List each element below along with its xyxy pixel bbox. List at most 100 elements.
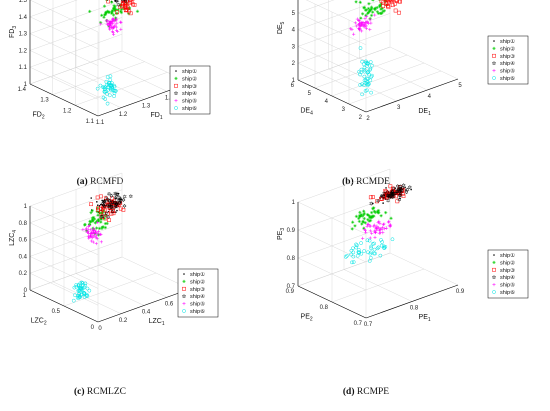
x-tick-label: 1.2: [119, 112, 128, 118]
grid-line: [64, 273, 156, 306]
data-point: [86, 287, 89, 290]
legend-label: ship②: [500, 259, 515, 266]
y-tick-label: 0.7: [354, 321, 363, 327]
y-axis-label: DE4: [300, 107, 313, 116]
data-point: [358, 19, 361, 22]
y-tick-label: 1.2: [63, 108, 72, 114]
legend-label: ship④: [500, 274, 515, 281]
grid-line: [298, 30, 390, 63]
data-point: [112, 95, 115, 98]
data-point: [385, 187, 387, 189]
data-point: [119, 20, 122, 23]
x-tick-label: 2: [366, 116, 370, 122]
x-tick-label: 0.4: [142, 310, 151, 316]
z-tick-label: 1.4: [19, 15, 28, 21]
data-point: [136, 10, 139, 13]
data-point: [361, 237, 364, 240]
data-point: [112, 33, 115, 36]
y-tick-label: 1.3: [40, 98, 49, 104]
data-point: [353, 224, 356, 227]
legend-label: ship②: [500, 45, 515, 52]
legend-label: ship⑥: [190, 308, 205, 315]
z-tick-label: 0.8: [19, 221, 28, 227]
y-axis-label: PE2: [301, 313, 313, 322]
data-point: [493, 40, 495, 42]
x-tick-label: 3: [397, 105, 401, 111]
data-point: [370, 14, 373, 17]
panel-caption: (d) RCMPE: [343, 386, 389, 397]
x-axis-label: PE1: [419, 314, 431, 323]
data-point: [368, 259, 371, 262]
data-point: [354, 21, 357, 24]
data-point: [374, 231, 377, 234]
data-point: [111, 30, 114, 33]
data-point: [379, 254, 382, 257]
data-point: [366, 239, 369, 242]
data-point: [110, 1, 113, 4]
z-tick-label: 1.3: [19, 32, 28, 38]
data-point: [115, 22, 118, 25]
data-point: [183, 273, 185, 275]
data-point: [354, 0, 357, 3]
data-point: [106, 102, 109, 105]
z-tick-label: 0.8: [287, 256, 296, 262]
data-point: [100, 14, 103, 17]
data-point: [90, 197, 92, 199]
z-tick-label: 1.5: [19, 0, 28, 4]
data-point: [359, 17, 362, 20]
data-point: [115, 12, 118, 15]
z-tick-label: 0.9: [287, 228, 296, 234]
series-6: [344, 238, 394, 264]
legend-label: ship③: [500, 53, 515, 60]
legend-label: ship①: [500, 252, 515, 259]
grid-line: [298, 47, 390, 80]
data-point: [129, 194, 132, 198]
y-tick-label: 1.1: [86, 119, 95, 125]
data-point: [363, 17, 366, 20]
legend-label: ship①: [182, 68, 197, 75]
x-tick-label: 5: [458, 83, 462, 89]
data-point: [358, 220, 361, 223]
data-point: [116, 210, 118, 212]
x-axis-label: DE1: [418, 108, 431, 117]
data-point: [96, 87, 99, 90]
legend-label: ship③: [500, 267, 515, 274]
grid-line: [298, 0, 390, 30]
data-point: [108, 27, 111, 30]
legend-label: ship④: [190, 293, 205, 300]
z-tick-label: 0.4: [19, 254, 28, 260]
data-point: [351, 221, 354, 224]
data-point: [111, 31, 114, 34]
x-tick-label: 0.9: [456, 289, 465, 295]
z-tick-label: 1.2: [19, 48, 28, 54]
z-axis-label: DE5: [277, 21, 286, 34]
data-point: [365, 8, 368, 11]
data-point: [95, 226, 98, 229]
data-point: [363, 249, 366, 252]
data-point: [81, 228, 84, 231]
data-point: [379, 12, 382, 15]
z-tick-label: 3: [292, 44, 296, 50]
data-point: [370, 6, 373, 9]
data-point: [96, 201, 98, 203]
chart-panel-c: 00.20.40.60.800.5100.20.40.60.81LZC1LZC2…: [9, 173, 218, 397]
y-tick-label: 3: [342, 107, 346, 113]
data-point: [398, 0, 401, 3]
x-tick-label: 0: [98, 326, 102, 332]
legend-label: ship⑥: [500, 289, 515, 296]
data-point: [394, 9, 397, 12]
data-point: [97, 204, 99, 206]
data-point: [350, 249, 353, 252]
y-tick-label: 5: [308, 91, 312, 97]
data-point: [369, 79, 372, 82]
data-point: [365, 27, 368, 30]
x-axis-label: FD1: [151, 112, 163, 121]
z-tick-label: 0: [24, 288, 28, 294]
data-point: [355, 244, 358, 247]
z-tick-label: 1: [24, 82, 28, 88]
data-point: [368, 28, 371, 31]
data-point: [99, 84, 102, 87]
